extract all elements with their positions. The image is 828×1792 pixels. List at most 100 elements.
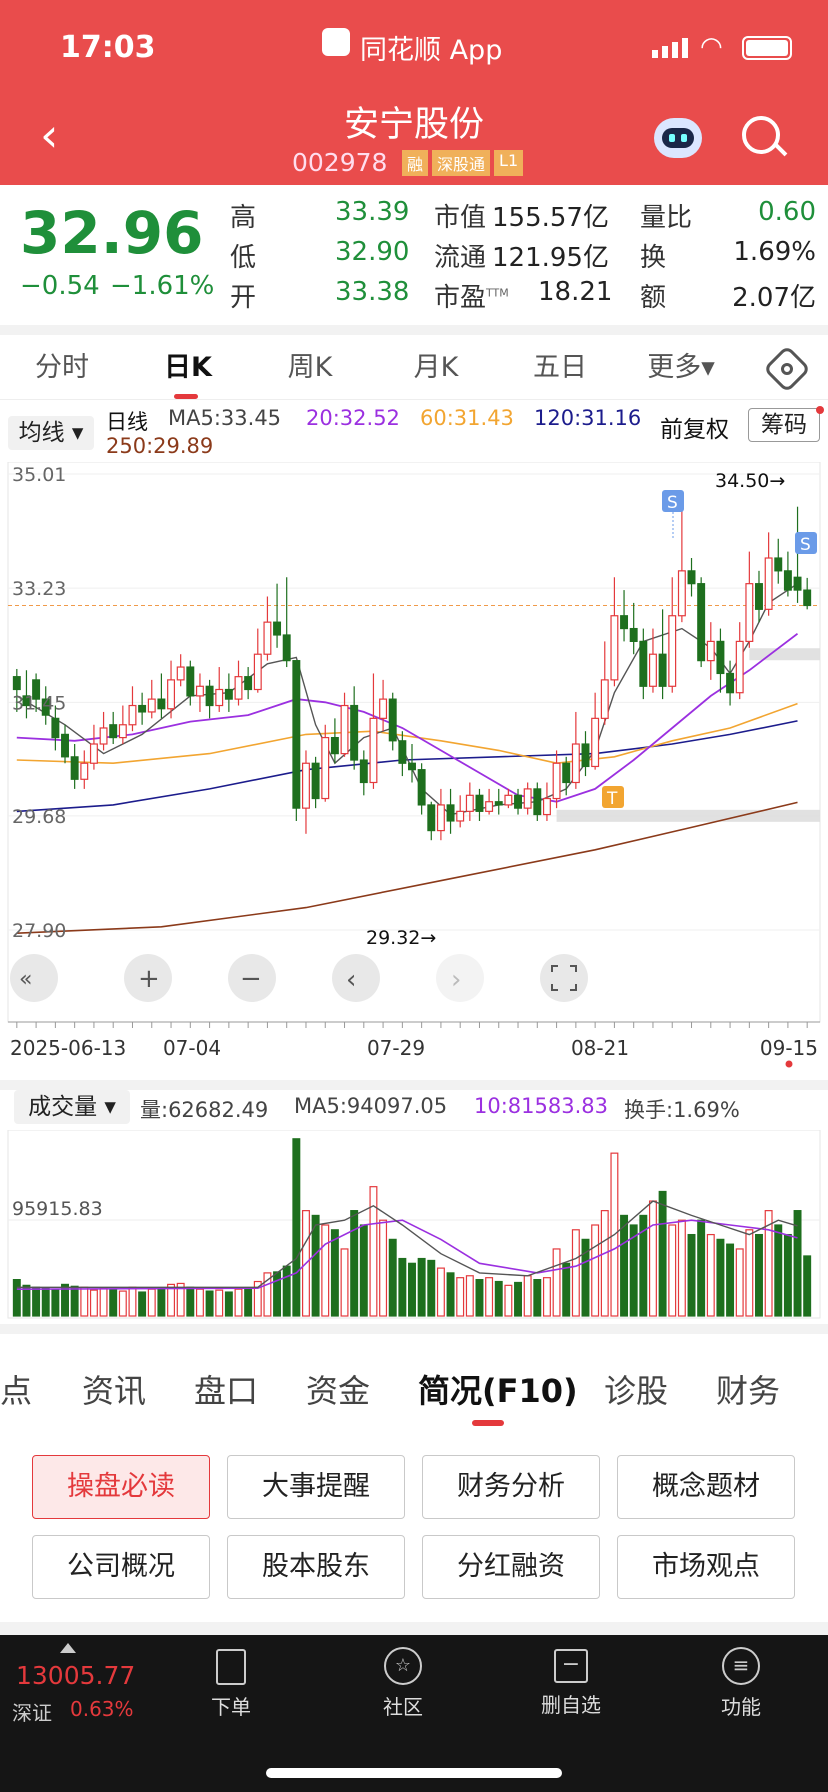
candle [176, 654, 185, 687]
adjust-mode[interactable]: 前复权 [660, 417, 729, 443]
menu-icon: ≡ [722, 1647, 760, 1685]
volume-bar [552, 1248, 561, 1317]
index-value[interactable]: 13005.77 [16, 1661, 136, 1690]
svg-text:T: T [606, 789, 618, 809]
volume-ratio-value: 0.60 [758, 197, 816, 227]
tab-capital-flow[interactable]: 资金 [306, 1372, 371, 1410]
candle [485, 788, 494, 815]
tab-monthly-k[interactable]: 月K [413, 352, 459, 383]
nav-functions[interactable]: ≡ 功能 [686, 1635, 796, 1720]
nav-order[interactable]: 下单 [176, 1635, 286, 1720]
candle [706, 622, 715, 680]
volume-bar [591, 1224, 600, 1317]
candle [186, 660, 195, 706]
volume-bar [774, 1224, 783, 1317]
volume-bar [446, 1272, 455, 1317]
candle [109, 711, 118, 745]
volume-bar [475, 1279, 484, 1317]
tab-f10-profile[interactable]: 简况(F10) [418, 1372, 578, 1410]
volume-frame [7, 1130, 821, 1319]
divider [0, 325, 828, 335]
support-zone [749, 648, 820, 661]
volume-dropdown[interactable]: 成交量 ▾ [14, 1090, 130, 1124]
shareholders-button[interactable]: 股本股东 [227, 1535, 405, 1599]
tab-financials[interactable]: 财务 [716, 1372, 781, 1410]
volume-bar [494, 1280, 503, 1317]
volume-bar [398, 1257, 407, 1317]
volume-bar [321, 1224, 330, 1317]
candle [147, 679, 156, 719]
candle [61, 724, 69, 764]
high-label: 高 [230, 203, 257, 233]
volume-ma5: MA5:94097.05 [294, 1094, 448, 1118]
candle [321, 724, 330, 802]
high-price-mark: 34.50→ [715, 470, 785, 492]
fullscreen-button[interactable] [540, 954, 588, 1002]
volume-bar [677, 1219, 686, 1317]
zoom-in-button[interactable]: + [124, 954, 172, 1002]
robot-icon[interactable] [654, 118, 702, 158]
candle [591, 692, 600, 770]
candle [629, 602, 638, 655]
app-logo-icon [322, 28, 350, 56]
concepts-button[interactable]: 概念题材 [617, 1455, 795, 1519]
tab-intraday[interactable]: 分时 [35, 352, 89, 383]
dividends-button[interactable]: 分红融资 [422, 1535, 600, 1599]
chip-button[interactable]: 筹码 [748, 408, 820, 442]
candle [533, 782, 542, 821]
svg-text:›: › [451, 965, 461, 995]
app-name: 同花顺 App [360, 35, 503, 66]
low-price-mark: 29.32→ [366, 927, 436, 949]
market-views-button[interactable]: 市场观点 [617, 1535, 795, 1599]
tab-five-day[interactable]: 五日 [533, 352, 587, 383]
search-icon[interactable] [742, 116, 788, 157]
volume-bar [706, 1233, 715, 1317]
collapse-button[interactable]: « [10, 954, 58, 1002]
company-overview-button[interactable]: 公司概况 [32, 1535, 210, 1599]
candle [755, 570, 763, 623]
volume-bar [600, 1210, 609, 1317]
volume-bar [253, 1280, 262, 1317]
nav-remove-watchlist[interactable]: − 删自选 [516, 1635, 626, 1718]
tab-diagnosis[interactable]: 诊股 [604, 1372, 669, 1410]
price-change-pct: −1.61% [110, 271, 215, 301]
scroll-left-button[interactable]: ‹ [332, 954, 380, 1002]
volume-axis-label: 95915.83 [12, 1198, 103, 1220]
expand-icon[interactable] [60, 1643, 76, 1653]
tab-more[interactable]: 更多▾ [647, 352, 715, 383]
tab-news[interactable]: 资讯 [82, 1372, 147, 1410]
ma250-value: 250:29.89 [106, 434, 214, 458]
volume-bar [128, 1286, 137, 1317]
price-tick-label: 31.45 [12, 692, 66, 714]
financial-analysis-button[interactable]: 财务分析 [422, 1455, 600, 1519]
candle [436, 788, 445, 841]
t-marker: T [602, 786, 624, 809]
svg-text:‹: ‹ [346, 965, 356, 995]
volume-bar [764, 1210, 773, 1317]
zoom-out-button[interactable]: − [228, 954, 276, 1002]
scroll-right-button[interactable]: › [436, 954, 484, 1002]
nav-community[interactable]: ☆ 社区 [348, 1635, 458, 1720]
candle [369, 673, 378, 789]
back-button[interactable]: ‹ [40, 112, 58, 158]
candle [89, 724, 98, 770]
tab-order-book[interactable]: 盘口 [194, 1372, 259, 1410]
ma20-value: 20:32.52 [306, 406, 400, 430]
tab-daily-k[interactable]: 日K [164, 352, 212, 383]
candle [716, 628, 725, 693]
volume-chart[interactable]: 95915.83 [0, 1130, 828, 1320]
settings-icon[interactable] [762, 344, 812, 394]
ma5-line [16, 583, 798, 816]
volume-ma10-line [16, 1219, 798, 1290]
must-read-button[interactable]: 操盘必读 [32, 1455, 210, 1519]
volume-bar [408, 1262, 416, 1317]
tab-point[interactable]: 点 [0, 1372, 33, 1410]
events-button[interactable]: 大事提醒 [227, 1455, 405, 1519]
candle [417, 763, 426, 815]
date-tick-label: 08-21 [571, 1036, 629, 1060]
volume-bar [571, 1229, 580, 1317]
ma-dropdown[interactable]: 均线 ▾ [8, 416, 94, 450]
tab-weekly-k[interactable]: 周K [287, 352, 333, 383]
volume-bar [668, 1224, 677, 1317]
